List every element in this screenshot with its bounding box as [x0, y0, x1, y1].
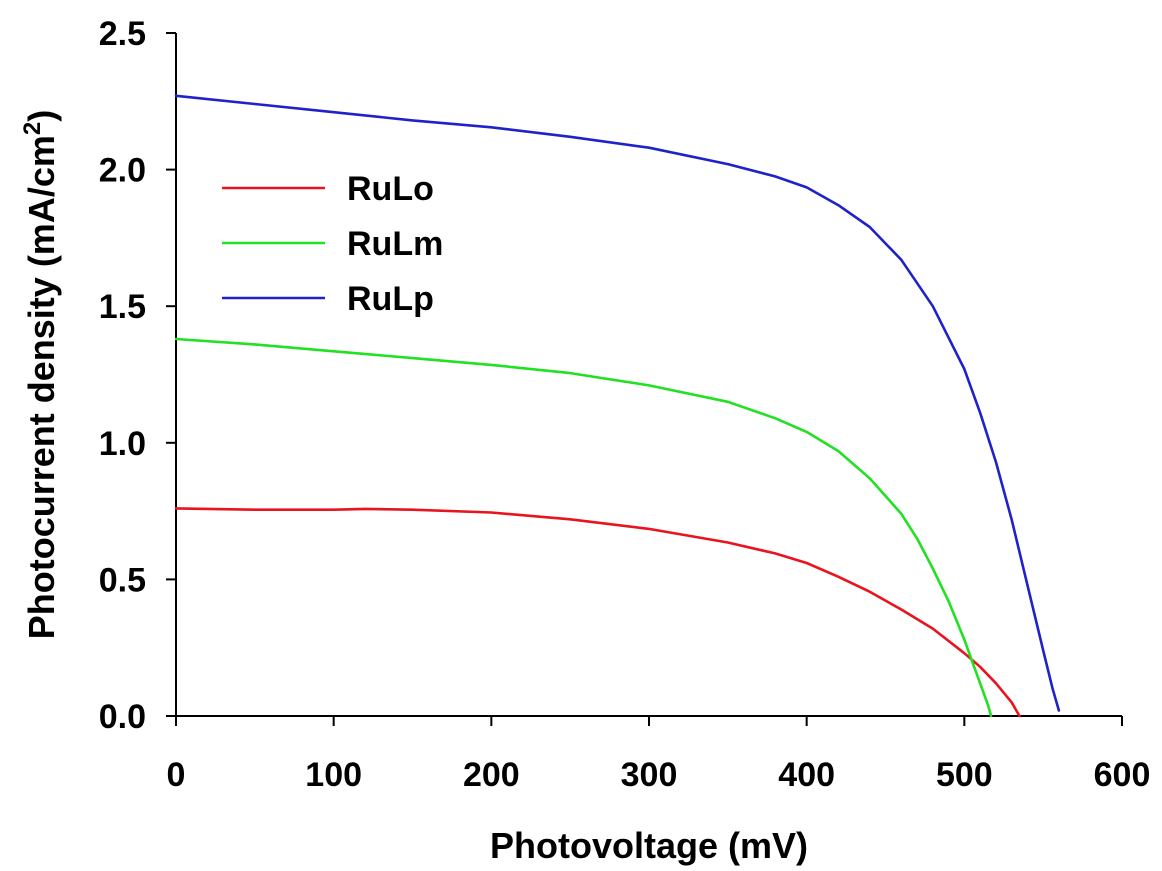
y-axis-title: Photocurrent density (mA/cm2) — [19, 110, 62, 639]
series-line-rulm — [174, 337, 993, 718]
x-tick-label: 0 — [167, 756, 186, 794]
y-axis-ticks: 0.0 0.5 1.0 1.5 2.0 2.5 — [99, 15, 176, 736]
y-tick-label: 0.0 — [99, 698, 146, 736]
y-tick-label: 1.5 — [99, 288, 146, 326]
x-tick-label: 100 — [305, 756, 362, 794]
legend-label-rulo: RuLo — [347, 170, 434, 208]
x-axis-ticks: 0 100 200 300 400 500 600 — [167, 716, 1151, 794]
series-line-rulp — [174, 94, 1061, 712]
series-line-rulo — [174, 507, 1021, 718]
legend-label-rulm: RuLm — [347, 225, 443, 263]
x-tick-label: 200 — [463, 756, 520, 794]
y-axis-title-close: ) — [21, 110, 62, 122]
legend: RuLo RuLm RuLp — [222, 170, 443, 318]
series-lines — [174, 94, 1061, 718]
plot-frame — [175, 33, 1122, 717]
x-tick-label: 300 — [621, 756, 678, 794]
y-tick-label: 2.5 — [99, 15, 146, 53]
x-tick-label: 400 — [778, 756, 835, 794]
y-tick-label: 0.5 — [99, 561, 146, 599]
x-tick-label: 500 — [936, 756, 993, 794]
y-axis-title-text: Photocurrent density (mA/cm — [21, 135, 62, 639]
x-tick-label: 600 — [1094, 756, 1151, 794]
y-axis-title-superscript: 2 — [19, 122, 46, 135]
y-tick-label: 2.0 — [99, 152, 146, 190]
legend-label-rulp: RuLp — [347, 280, 434, 318]
y-tick-label: 1.0 — [99, 425, 146, 463]
x-axis-title: Photovoltage (mV) — [490, 825, 808, 866]
